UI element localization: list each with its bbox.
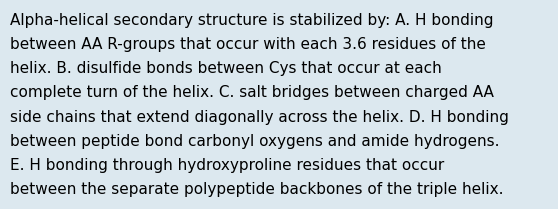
Text: between the separate polypeptide backbones of the triple helix.: between the separate polypeptide backbon…	[10, 182, 503, 197]
Text: side chains that extend diagonally across the helix. D. H bonding: side chains that extend diagonally acros…	[10, 110, 509, 125]
Text: helix. B. disulfide bonds between Cys that occur at each: helix. B. disulfide bonds between Cys th…	[10, 61, 442, 76]
Text: complete turn of the helix. C. salt bridges between charged AA: complete turn of the helix. C. salt brid…	[10, 85, 494, 100]
Text: between AA R-groups that occur with each 3.6 residues of the: between AA R-groups that occur with each…	[10, 37, 486, 52]
Text: E. H bonding through hydroxyproline residues that occur: E. H bonding through hydroxyproline resi…	[10, 158, 444, 173]
Text: Alpha-helical secondary structure is stabilized by: A. H bonding: Alpha-helical secondary structure is sta…	[10, 13, 493, 28]
Text: between peptide bond carbonyl oxygens and amide hydrogens.: between peptide bond carbonyl oxygens an…	[10, 134, 499, 149]
